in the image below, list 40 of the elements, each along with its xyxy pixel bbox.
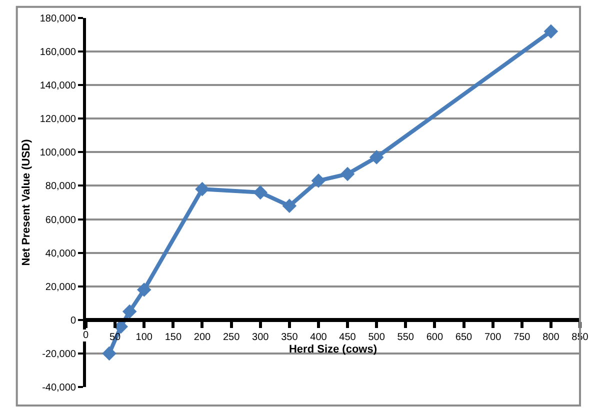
y-tick-label: 0	[70, 315, 76, 326]
point	[136, 282, 152, 297]
point	[102, 346, 116, 361]
y-tick-label: -20,000	[42, 348, 76, 360]
x-tick-label: 200	[194, 332, 212, 343]
x-tick-label: 300	[252, 332, 270, 343]
x-tick-label: 0	[83, 330, 89, 341]
point	[311, 174, 326, 188]
x-tick-label: 500	[368, 332, 386, 343]
x-tick-label: 700	[484, 332, 502, 343]
point	[544, 24, 558, 39]
x-tick-label: 150	[164, 332, 182, 343]
x-tick-label: 450	[339, 332, 356, 343]
y-tick-label: 180,000	[40, 14, 76, 24]
y-tick-label: 100,000	[40, 148, 76, 159]
x-tick-label: 650	[455, 332, 473, 343]
y-tick-label: 60,000	[45, 214, 76, 226]
point	[369, 150, 384, 164]
x-tick-label: 750	[514, 332, 531, 343]
x-tick-label: 100	[136, 332, 153, 343]
x-tick-label: 250	[222, 332, 240, 343]
y-tick-label: 160,000	[40, 47, 76, 58]
x-tick-label: 800	[542, 332, 560, 343]
y-tick-label: -40,000	[42, 382, 76, 394]
point	[253, 185, 268, 200]
y-tick-label: 140,000	[40, 80, 76, 92]
point	[340, 166, 355, 182]
y-tick-label: 40,000	[45, 248, 76, 260]
x-tick-label: 400	[310, 332, 328, 343]
y-tick-label: 20,000	[45, 282, 76, 293]
x-tick-label: 550	[397, 332, 414, 343]
point	[122, 304, 137, 319]
point	[282, 198, 297, 213]
x-axis-title: Herd Size (cows)	[288, 344, 378, 356]
y-axis-title: Net Present Value (USD)	[20, 138, 32, 266]
y-tick-label: 120,000	[40, 114, 76, 126]
point	[195, 182, 210, 196]
x-tick-label: 600	[426, 332, 444, 343]
y-tick-label: 80,000	[45, 181, 76, 192]
x-tick-label: 350	[281, 332, 298, 343]
